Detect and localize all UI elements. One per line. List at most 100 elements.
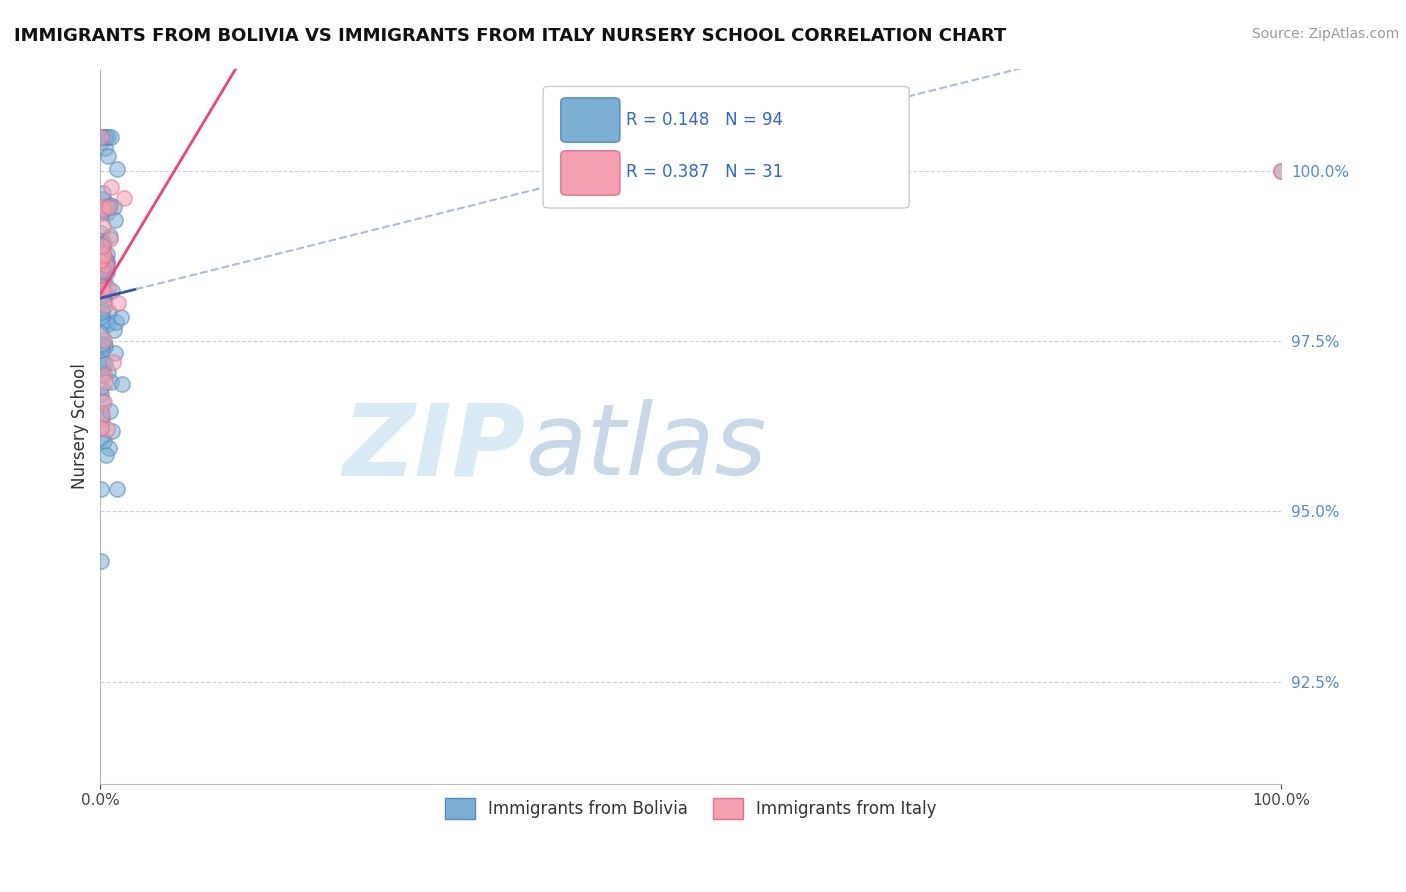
Point xyxy=(93,394,115,409)
Point xyxy=(91,355,114,369)
FancyBboxPatch shape xyxy=(543,87,910,208)
Point xyxy=(90,234,112,248)
Point xyxy=(90,405,112,419)
Point xyxy=(89,483,111,497)
Point xyxy=(105,483,128,497)
Point xyxy=(96,246,118,260)
Point xyxy=(91,276,114,290)
Point xyxy=(94,357,117,371)
Point xyxy=(105,162,128,177)
Point xyxy=(97,129,120,144)
Point xyxy=(90,366,112,380)
Point xyxy=(90,252,112,267)
Point xyxy=(91,245,114,260)
Point xyxy=(97,441,120,455)
Point xyxy=(101,355,124,369)
Point xyxy=(110,376,132,391)
Point xyxy=(90,339,112,353)
Point xyxy=(89,263,111,277)
FancyBboxPatch shape xyxy=(561,98,620,142)
Point xyxy=(90,129,112,144)
Text: R = 0.387   N = 31: R = 0.387 N = 31 xyxy=(626,163,783,181)
Point xyxy=(93,236,115,251)
Text: IMMIGRANTS FROM BOLIVIA VS IMMIGRANTS FROM ITALY NURSERY SCHOOL CORRELATION CHAR: IMMIGRANTS FROM BOLIVIA VS IMMIGRANTS FR… xyxy=(14,27,1007,45)
Point xyxy=(100,375,122,389)
Point xyxy=(100,284,122,298)
Point xyxy=(90,244,112,259)
Point xyxy=(93,236,115,251)
Point xyxy=(90,264,112,278)
Point xyxy=(90,421,112,435)
Point xyxy=(94,258,117,272)
Point xyxy=(90,337,112,351)
Point xyxy=(90,280,112,294)
Point xyxy=(112,190,135,204)
Point xyxy=(90,380,112,394)
Point xyxy=(90,290,112,304)
Point xyxy=(90,326,112,340)
Point xyxy=(91,283,114,297)
Point xyxy=(94,129,117,144)
Point xyxy=(96,200,118,214)
Point xyxy=(93,276,115,290)
Point xyxy=(91,305,114,319)
Point xyxy=(91,368,114,383)
Text: ZIP: ZIP xyxy=(343,399,526,496)
Point xyxy=(93,434,115,449)
Point xyxy=(93,248,115,262)
Point xyxy=(91,357,114,371)
Point xyxy=(110,310,132,325)
Point xyxy=(94,448,117,462)
Point xyxy=(93,288,115,302)
Text: atlas: atlas xyxy=(526,399,768,496)
Point xyxy=(105,314,128,328)
Text: Source: ZipAtlas.com: Source: ZipAtlas.com xyxy=(1251,27,1399,41)
Point xyxy=(94,338,117,352)
Point xyxy=(90,279,112,293)
Point xyxy=(97,317,120,331)
Point xyxy=(96,257,118,271)
Point xyxy=(90,260,112,274)
Point xyxy=(90,129,112,144)
Point xyxy=(97,305,120,319)
Point xyxy=(91,301,114,316)
Point xyxy=(91,219,114,233)
Point xyxy=(100,129,122,144)
Point xyxy=(103,346,125,360)
Point xyxy=(90,251,112,265)
Point xyxy=(93,198,115,212)
Point xyxy=(93,368,115,383)
Point xyxy=(91,411,114,425)
Point xyxy=(96,314,118,328)
Point xyxy=(91,343,114,358)
Point xyxy=(1270,163,1292,178)
Point xyxy=(90,554,112,568)
Point xyxy=(90,226,112,240)
Point xyxy=(90,431,112,445)
Point xyxy=(89,254,111,268)
Point xyxy=(93,254,115,268)
Point xyxy=(98,231,121,245)
FancyBboxPatch shape xyxy=(561,151,620,195)
Point xyxy=(90,310,112,324)
Point xyxy=(90,283,112,297)
Point xyxy=(97,281,120,295)
Point xyxy=(90,249,112,263)
Point xyxy=(94,129,117,144)
Point xyxy=(89,277,111,291)
Point xyxy=(91,408,114,422)
Point xyxy=(103,213,125,227)
Point xyxy=(90,411,112,425)
Point xyxy=(90,394,112,409)
Point xyxy=(96,206,118,220)
Point xyxy=(103,323,125,337)
Point xyxy=(107,296,129,310)
Point xyxy=(91,275,114,289)
Point xyxy=(90,129,112,144)
Point xyxy=(91,278,114,293)
Point xyxy=(94,254,117,268)
Point xyxy=(94,298,117,312)
Point xyxy=(91,260,114,274)
Point xyxy=(94,375,117,389)
Legend: Immigrants from Bolivia, Immigrants from Italy: Immigrants from Bolivia, Immigrants from… xyxy=(439,792,943,825)
